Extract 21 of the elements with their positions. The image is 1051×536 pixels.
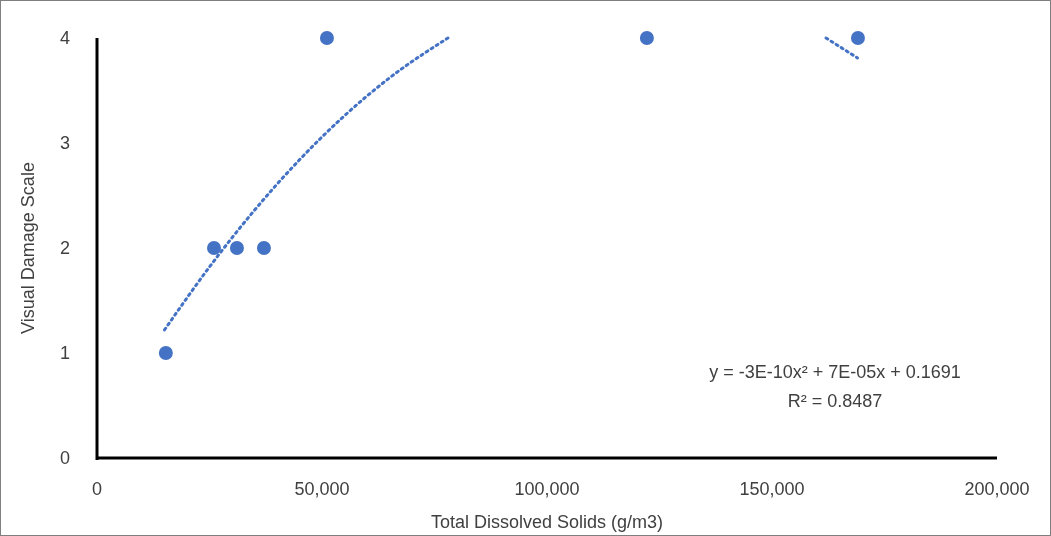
point [158,346,173,360]
x-tick-label: 200,000 [964,479,1030,499]
x-tick-label: 100,000 [514,479,580,499]
point [229,241,244,255]
y-tick-label: 2 [59,238,70,259]
point [207,241,221,255]
annotation: R² = 0.8487 [787,391,883,411]
annotation: y = -3E-10x² + 7E-05x + 0.1691 [709,362,961,382]
y-axis-title: Visual Damage Scale [18,162,38,334]
y-tick-label: 3 [59,133,70,154]
y-tick-label: 0 [59,448,70,469]
point [850,31,865,45]
x-tick-label: 0 [91,479,103,499]
x-tick-label: 150,000 [739,479,805,499]
point [319,31,334,45]
x-tick-label: 50,000 [294,479,350,499]
point [639,31,654,45]
point [256,241,271,255]
y-tick-label: 1 [59,343,70,364]
y-tick-label: 4 [59,28,70,49]
x-axis-title: Total Dissolved Solids (g/m3) [430,512,664,532]
